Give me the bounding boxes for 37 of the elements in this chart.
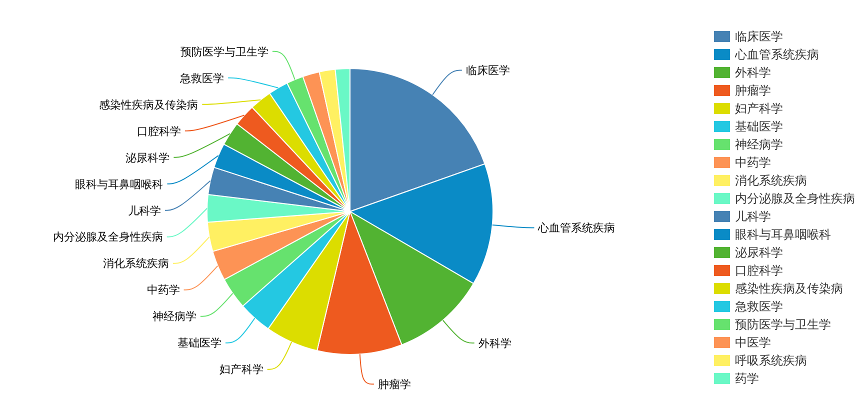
slice-label: 中药学 xyxy=(146,284,180,297)
legend-label: 眼科与耳鼻咽喉科 xyxy=(735,228,831,242)
slice-label: 心血管系统疾病 xyxy=(537,222,616,235)
legend-label: 呼吸系统疾病 xyxy=(735,354,807,368)
legend-label: 急救医学 xyxy=(734,300,783,314)
legend-label: 临床医学 xyxy=(735,30,783,44)
legend-label: 心血管系统疾病 xyxy=(734,48,819,62)
legend-label: 中医学 xyxy=(735,336,771,350)
slice-label: 妇产科学 xyxy=(219,363,264,376)
legend-label: 外科学 xyxy=(735,66,771,80)
slice-label: 外科学 xyxy=(478,336,512,350)
legend-label: 肿瘤学 xyxy=(735,84,771,98)
slice-label: 基础医学 xyxy=(177,336,222,350)
slice-label: 预防医学与卫生学 xyxy=(180,45,268,58)
legend-label: 药学 xyxy=(735,372,759,386)
slice-label: 口腔科学 xyxy=(136,124,181,138)
slice-label: 消化系统疾病 xyxy=(102,257,169,270)
slice-label: 急救医学 xyxy=(179,72,224,85)
legend-label: 口腔科学 xyxy=(735,264,783,278)
legend-label: 预防医学与卫生学 xyxy=(735,318,831,332)
slice-label: 感染性疾病及传染病 xyxy=(99,98,198,112)
legend-label: 神经病学 xyxy=(735,138,783,152)
legend-label: 内分泌腺及全身性疾病 xyxy=(735,192,855,206)
legend-label: 妇产科学 xyxy=(735,102,783,116)
legend-label: 感染性疾病及传染病 xyxy=(735,282,843,296)
slice-label: 儿科学 xyxy=(128,204,162,218)
legend-label: 基础医学 xyxy=(735,120,783,134)
slice-label: 肿瘤学 xyxy=(378,378,411,391)
legend-label: 儿科学 xyxy=(735,210,771,224)
slice-label: 临床医学 xyxy=(466,64,510,78)
legend-label: 中药学 xyxy=(735,156,771,170)
slice-label: 内分泌腺及全身性疾病 xyxy=(52,230,163,244)
legend-label: 泌尿科学 xyxy=(735,246,783,260)
legend-label: 消化系统疾病 xyxy=(735,174,807,188)
slice-label: 泌尿科学 xyxy=(126,151,170,164)
slice-label: 眼科与耳鼻咽喉科 xyxy=(75,178,164,191)
slice-label: 神经病学 xyxy=(152,310,196,324)
